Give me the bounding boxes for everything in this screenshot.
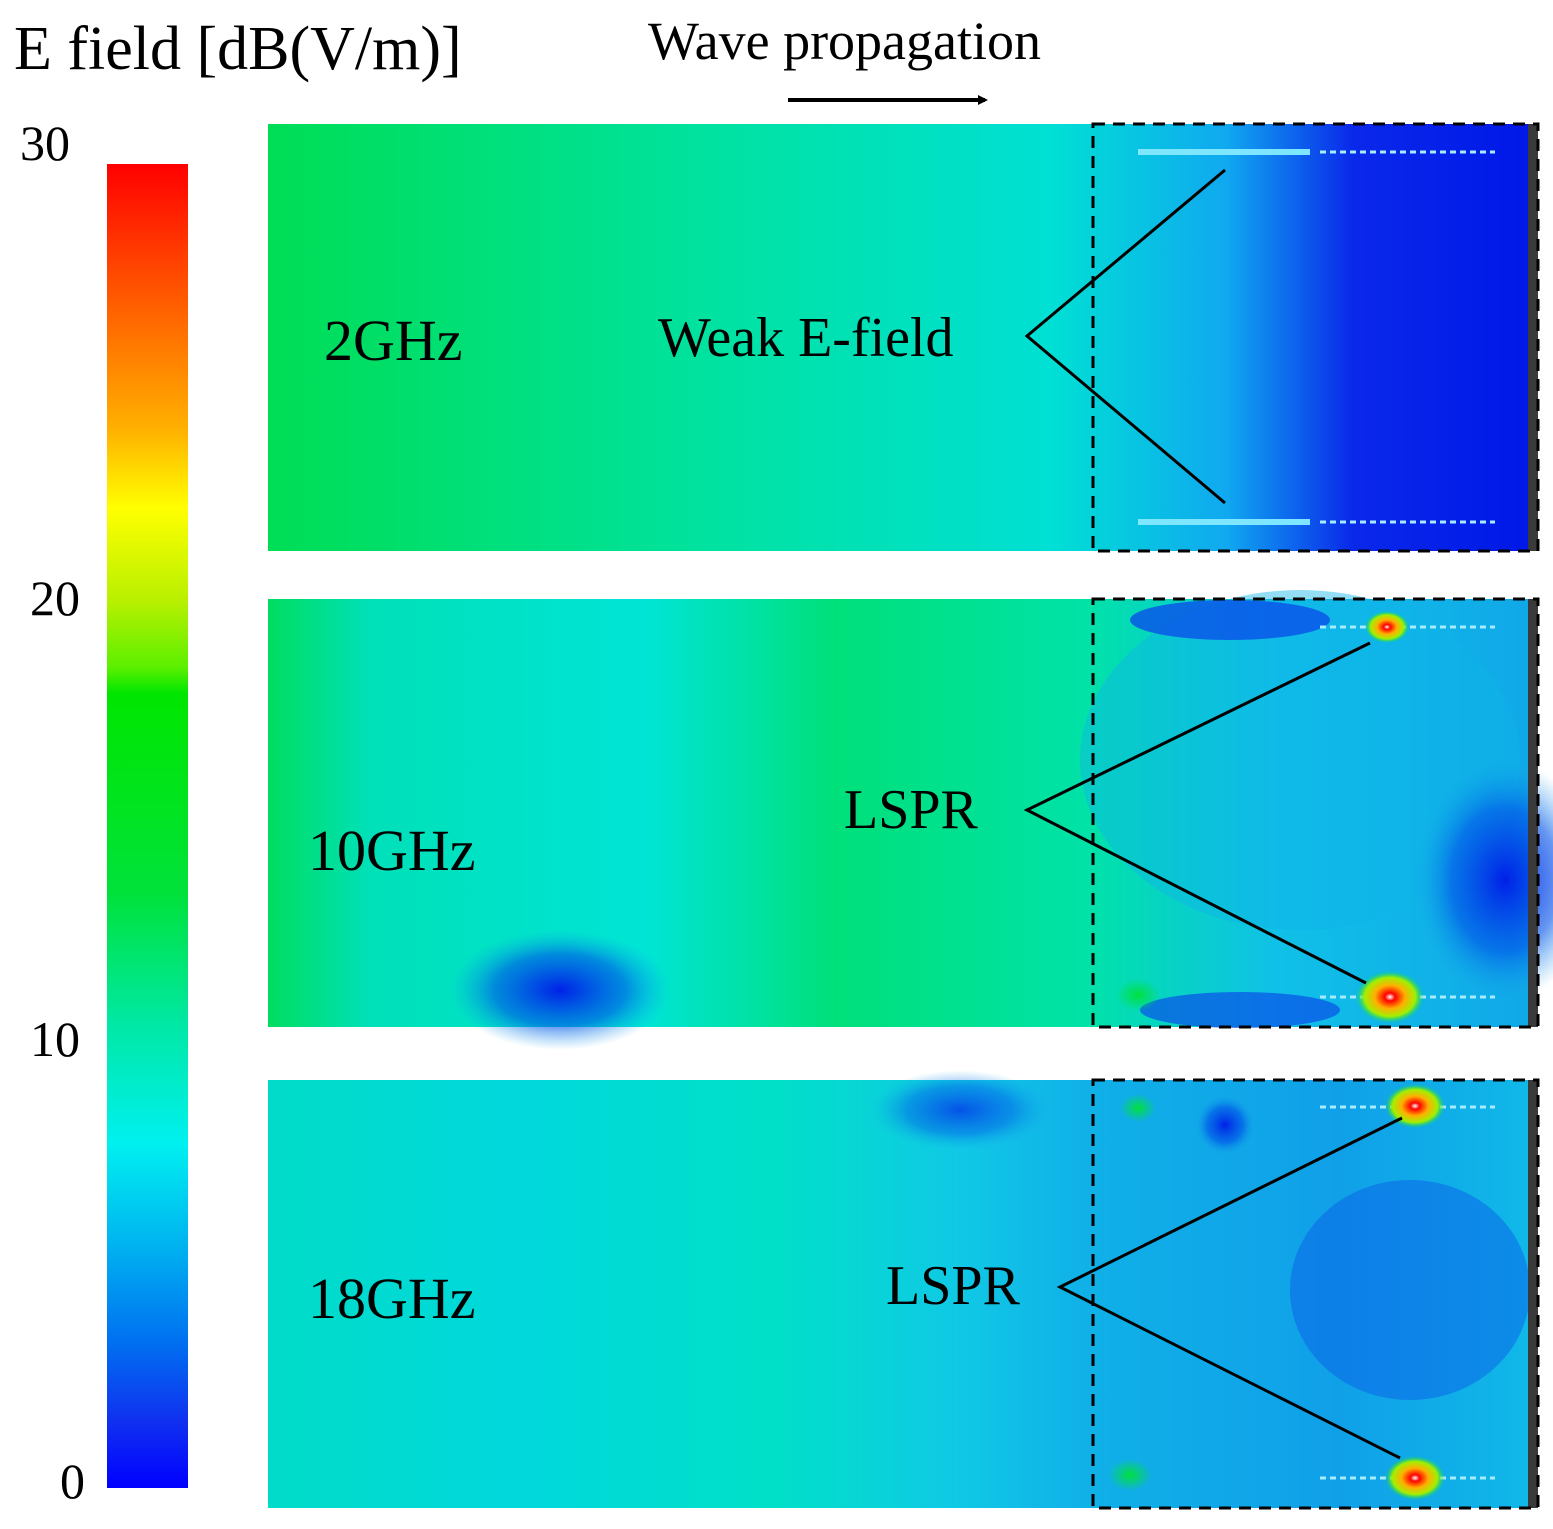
colorbar — [107, 164, 188, 1488]
panel-18ghz-annotation: LSPR — [886, 1255, 1020, 1317]
colorbar-tick-10: 10 — [30, 1011, 80, 1067]
panel-2ghz — [268, 122, 1540, 553]
colorbar-tick-20: 20 — [30, 570, 80, 626]
colorbar-title: E field [dB(V/m)] — [14, 15, 462, 83]
colorbar-tick-30: 30 — [20, 115, 70, 171]
colorbar-tick-0: 0 — [60, 1453, 85, 1509]
wave-propagation-label: Wave propagation — [648, 11, 1042, 71]
panel-2ghz-frequency: 2GHz — [324, 308, 463, 373]
panel-18ghz — [268, 1070, 1540, 1510]
panel-10ghz-annotation: LSPR — [844, 779, 978, 841]
panel-18ghz-frequency: 18GHz — [308, 1266, 476, 1331]
panel-10ghz — [268, 590, 1553, 1050]
panel-10ghz-frequency: 10GHz — [308, 818, 476, 883]
panel-2ghz-annotation: Weak E-field — [658, 307, 954, 369]
